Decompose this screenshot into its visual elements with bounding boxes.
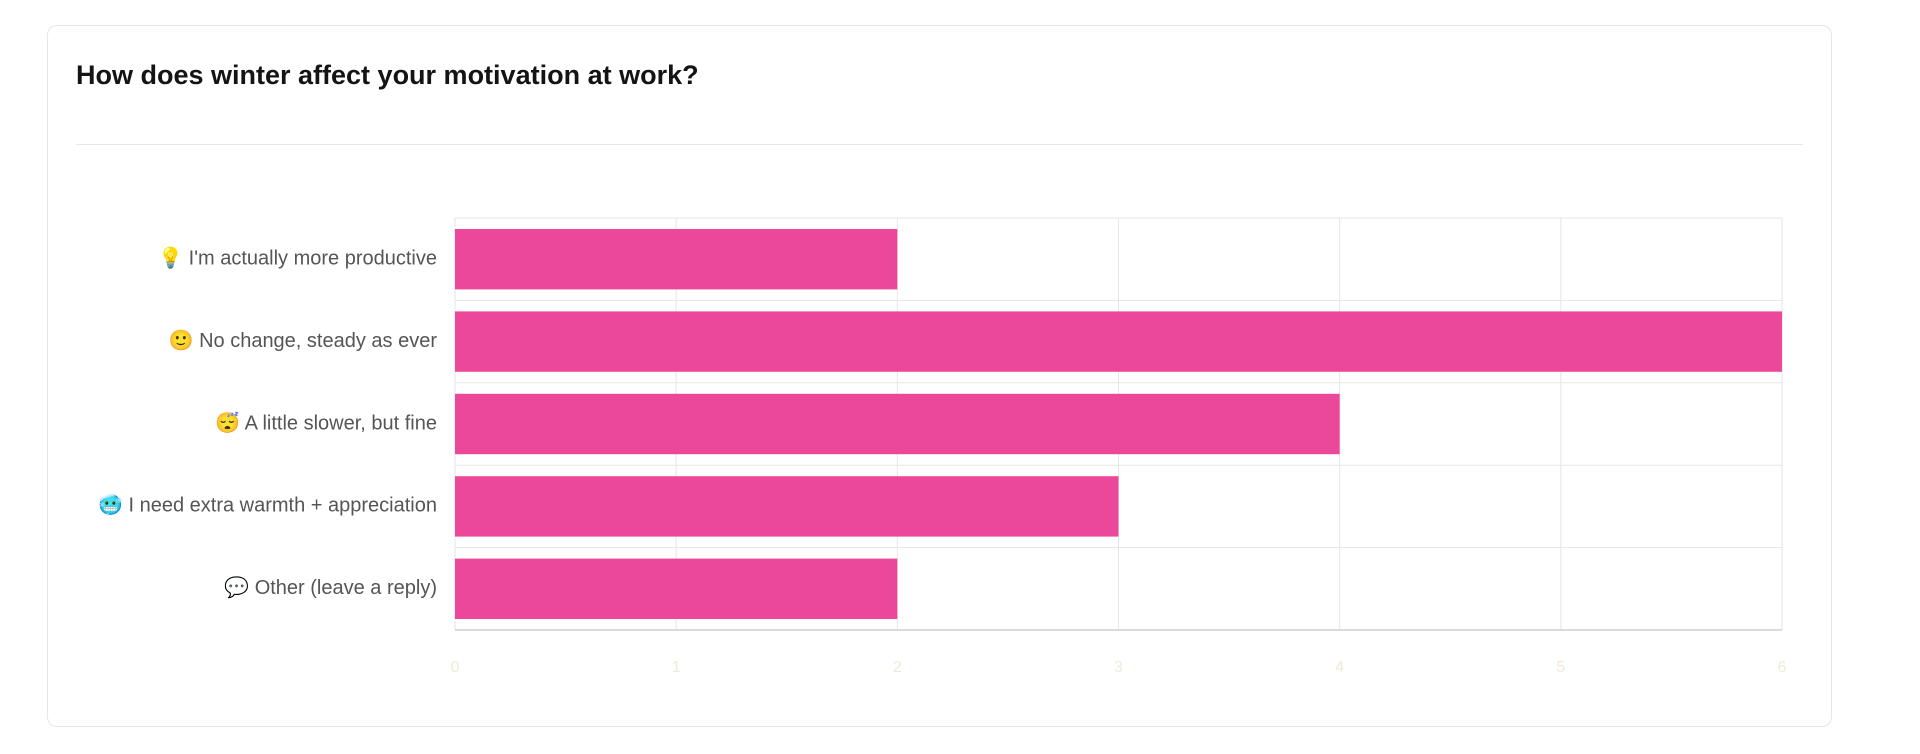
category-label: 💬 Other (leave a reply)	[224, 575, 437, 599]
bar	[455, 229, 898, 290]
x-tick-label: 0	[451, 659, 460, 676]
x-tick-label: 4	[1335, 659, 1344, 676]
x-tick-label: 1	[672, 659, 681, 676]
bar	[455, 393, 1340, 455]
category-label: 😴 A little slower, but fine	[215, 410, 437, 434]
poll-question-title: How does winter affect your motivation a…	[76, 60, 699, 90]
bar	[455, 476, 1119, 537]
poll-results-card: How does winter affect your motivation a…	[47, 25, 1832, 727]
bar	[455, 558, 898, 619]
x-tick-label: 3	[1114, 659, 1123, 676]
bar	[455, 311, 1782, 372]
x-tick-label: 2	[893, 659, 902, 676]
category-label: 🥶 I need extra warmth + appreciation	[98, 493, 437, 517]
title-divider	[76, 144, 1803, 145]
x-tick-label: 5	[1556, 659, 1565, 676]
category-label: 💡 I'm actually more productive	[158, 245, 437, 269]
category-label: 🙂 No change, steady as ever	[169, 329, 438, 352]
x-tick-label: 6	[1778, 659, 1787, 676]
